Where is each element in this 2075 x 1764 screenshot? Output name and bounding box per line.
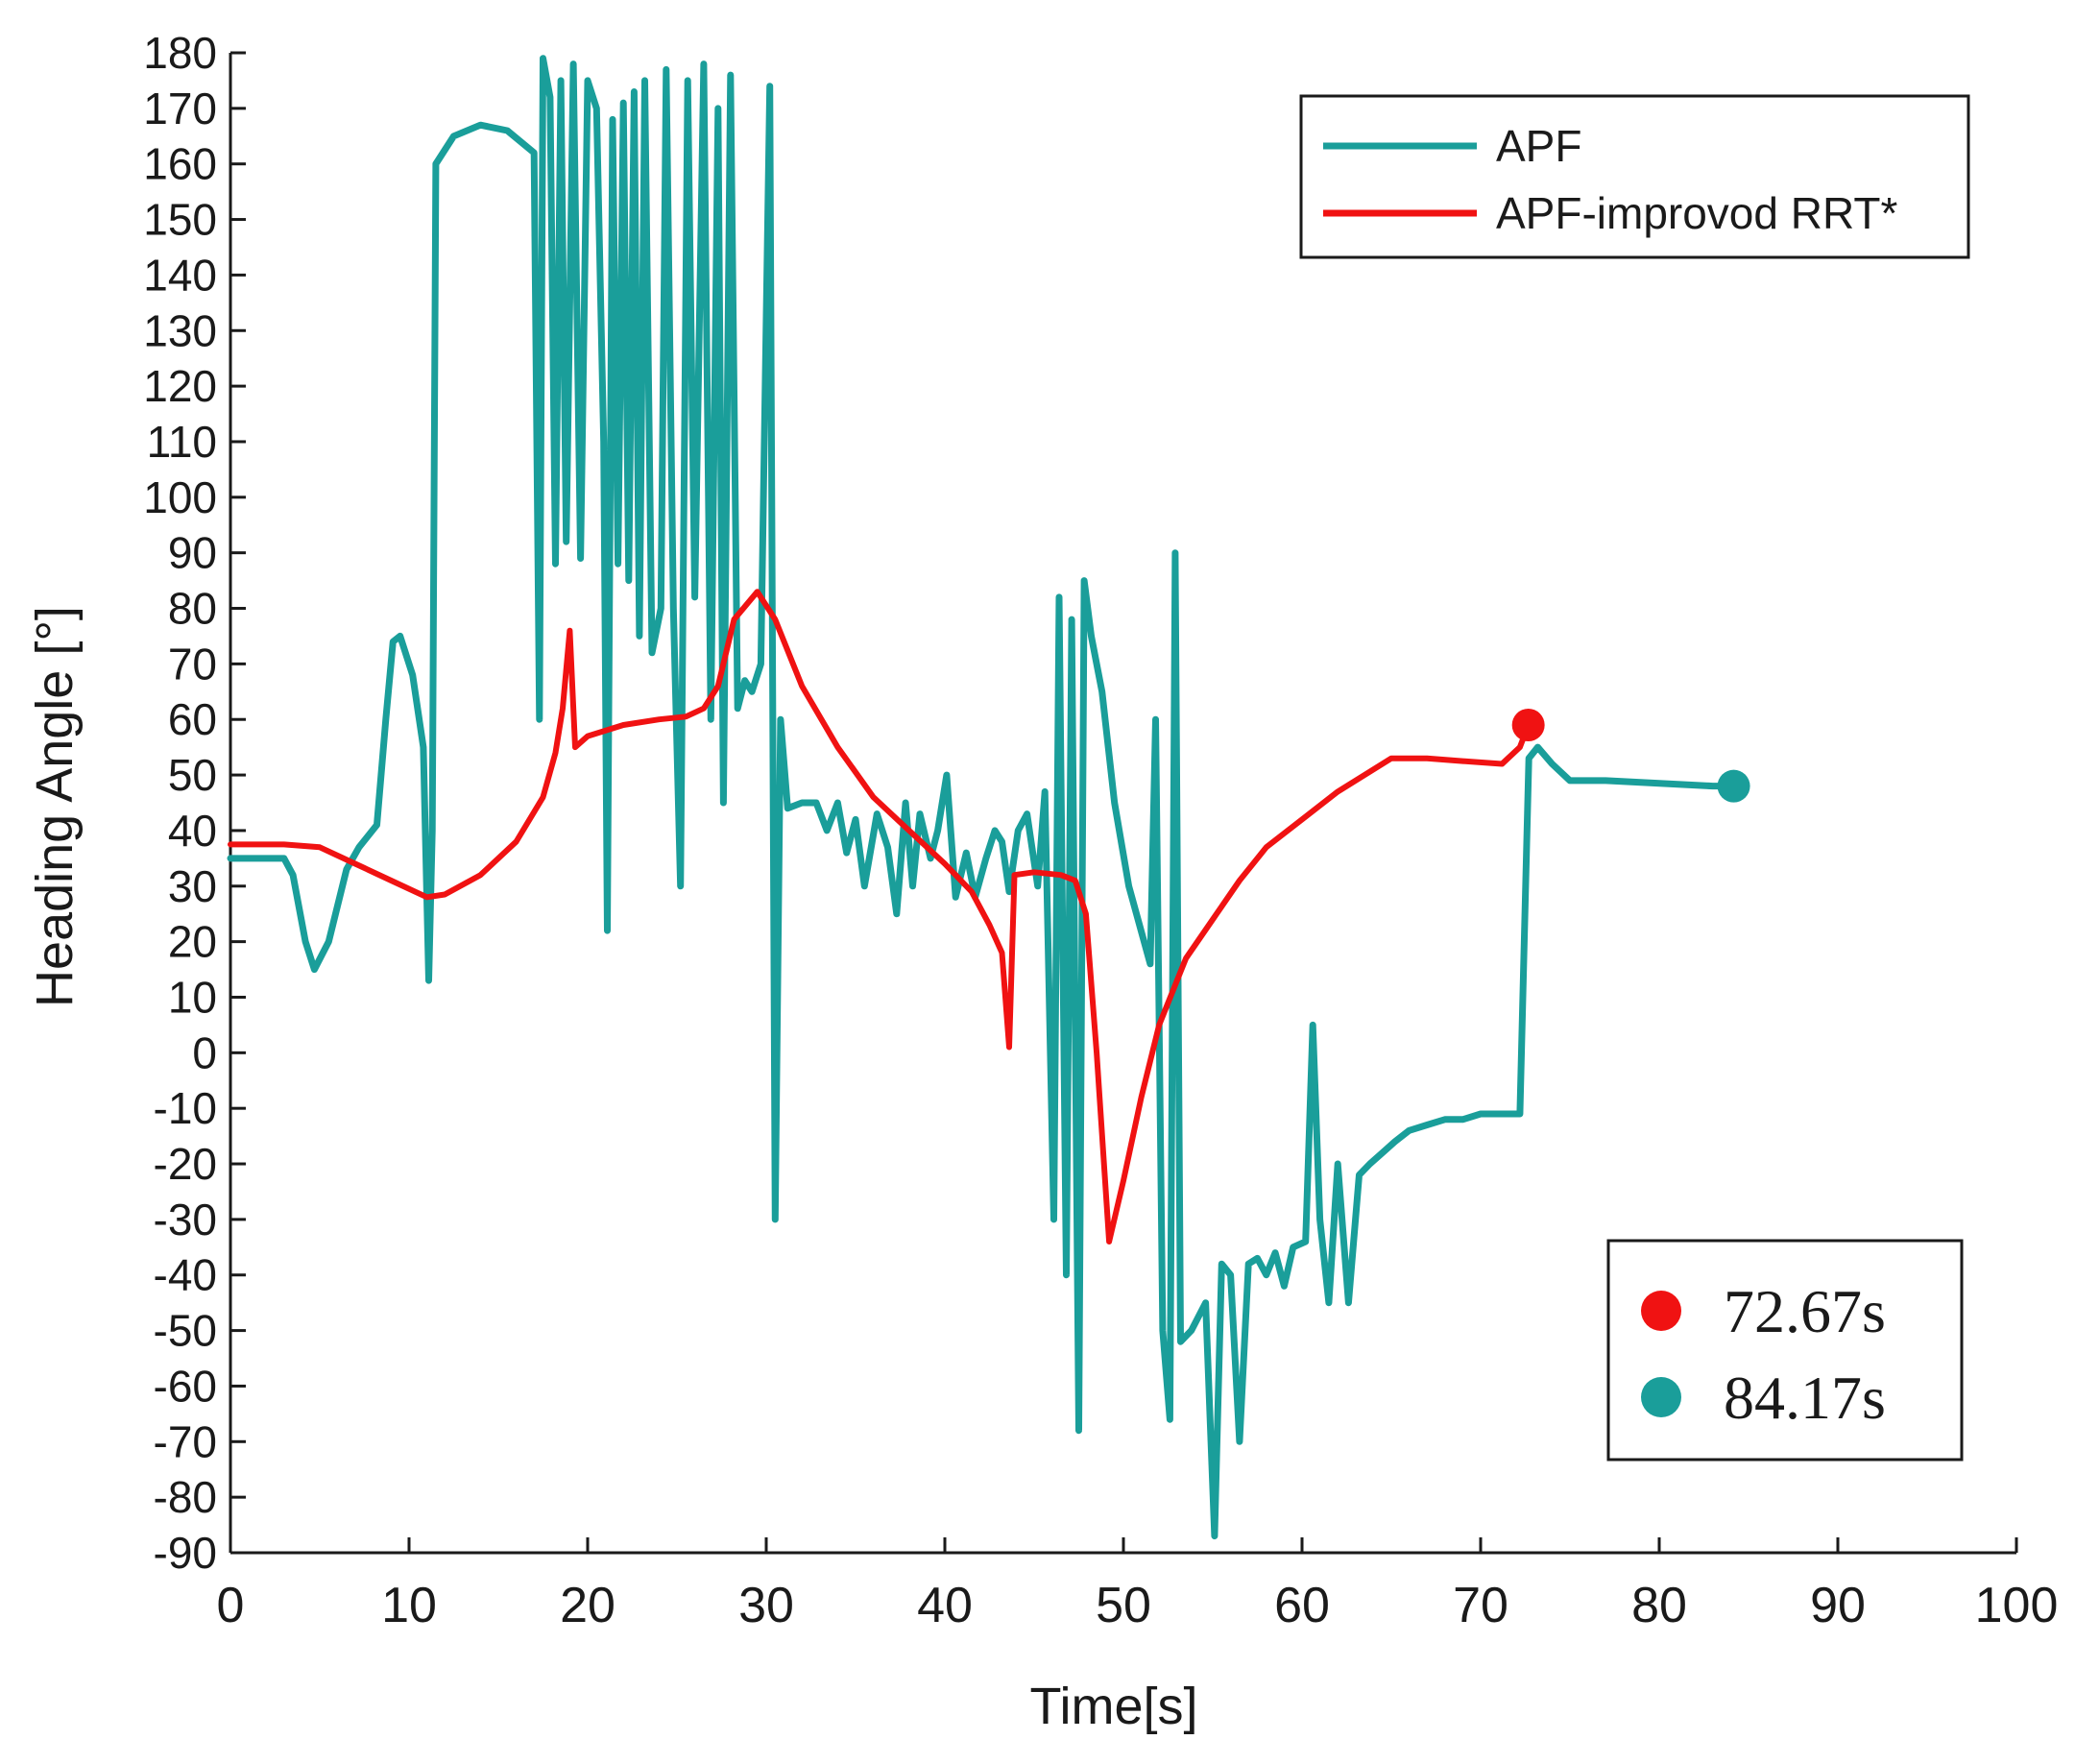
y-tick-label: 70	[168, 639, 217, 689]
series-line-apf-improved-rrt	[228, 589, 1532, 1244]
end-markers	[1511, 709, 1750, 803]
end-time-label-rrt: 72.67s	[1724, 1277, 1886, 1345]
x-axis-ticks: 0 10 20 30 40 50 60 70 80 90 100	[217, 1537, 2059, 1633]
x-tick-label: 90	[1810, 1578, 1866, 1633]
y-axis-ticks: -90-80-70-60-50-40-30-20-100102030405060…	[143, 28, 246, 1578]
end-time-legend: 72.67s 84.17s	[1606, 1239, 1964, 1462]
y-tick-label: -80	[154, 1472, 217, 1522]
x-tick-label: 40	[917, 1578, 973, 1633]
x-tick-label: 80	[1631, 1578, 1687, 1633]
series-line-apf	[227, 55, 1738, 1540]
x-tick-label: 0	[217, 1578, 245, 1633]
y-tick-label: 110	[147, 417, 217, 467]
series-legend: APF APF-improvod RRT*	[1299, 94, 1970, 259]
x-tick-label: 10	[381, 1578, 437, 1633]
end-marker-apf	[1717, 769, 1750, 803]
y-tick-label: 150	[143, 195, 217, 245]
legend-label-apf: APF	[1496, 121, 1581, 171]
y-tick-label: -90	[154, 1528, 217, 1578]
y-tick-label: 20	[168, 917, 217, 967]
y-tick-label: -50	[154, 1306, 217, 1356]
series-legend-box	[1299, 94, 1970, 259]
series-group	[227, 55, 1738, 1540]
y-tick-label: 60	[168, 694, 217, 744]
y-tick-label: 140	[143, 250, 217, 300]
y-tick-label: 160	[143, 139, 217, 189]
y-tick-label: 90	[168, 528, 217, 578]
x-tick-label: 20	[560, 1578, 615, 1633]
y-tick-label: 80	[168, 584, 217, 634]
y-tick-label: 50	[168, 750, 217, 800]
y-tick-label: -10	[154, 1083, 217, 1133]
end-time-dot-rrt	[1641, 1291, 1681, 1331]
end-marker-rrt	[1511, 709, 1545, 742]
end-time-label-apf: 84.17s	[1724, 1364, 1886, 1432]
y-tick-label: 170	[143, 84, 217, 133]
y-tick-label: -60	[154, 1361, 217, 1411]
x-tick-label: 60	[1274, 1578, 1330, 1633]
axes	[229, 53, 2016, 1555]
x-axis-title: Time[s]	[1030, 1678, 1198, 1735]
y-tick-label: 40	[168, 806, 217, 856]
y-tick-label: 120	[143, 361, 217, 411]
x-tick-label: 50	[1096, 1578, 1151, 1633]
y-tick-label: 180	[143, 28, 217, 78]
y-tick-label: 130	[143, 305, 217, 355]
x-tick-label: 100	[1975, 1578, 2059, 1633]
y-tick-label: -70	[154, 1416, 217, 1466]
y-tick-label: 0	[192, 1027, 217, 1077]
y-tick-label: 100	[143, 472, 217, 522]
y-tick-label: -40	[154, 1250, 217, 1300]
y-tick-label: -30	[154, 1195, 217, 1244]
x-tick-label: 30	[738, 1578, 794, 1633]
y-axis-title: Heading Angle [°]	[26, 606, 84, 1007]
end-time-dot-apf	[1641, 1377, 1681, 1417]
y-tick-label: 10	[168, 972, 217, 1022]
x-tick-label: 70	[1453, 1578, 1508, 1633]
y-tick-label: -20	[154, 1139, 217, 1189]
end-time-legend-box	[1606, 1239, 1964, 1462]
y-tick-label: 30	[168, 861, 217, 911]
legend-label-apf-improved-rrt: APF-improvod RRT*	[1496, 188, 1897, 238]
